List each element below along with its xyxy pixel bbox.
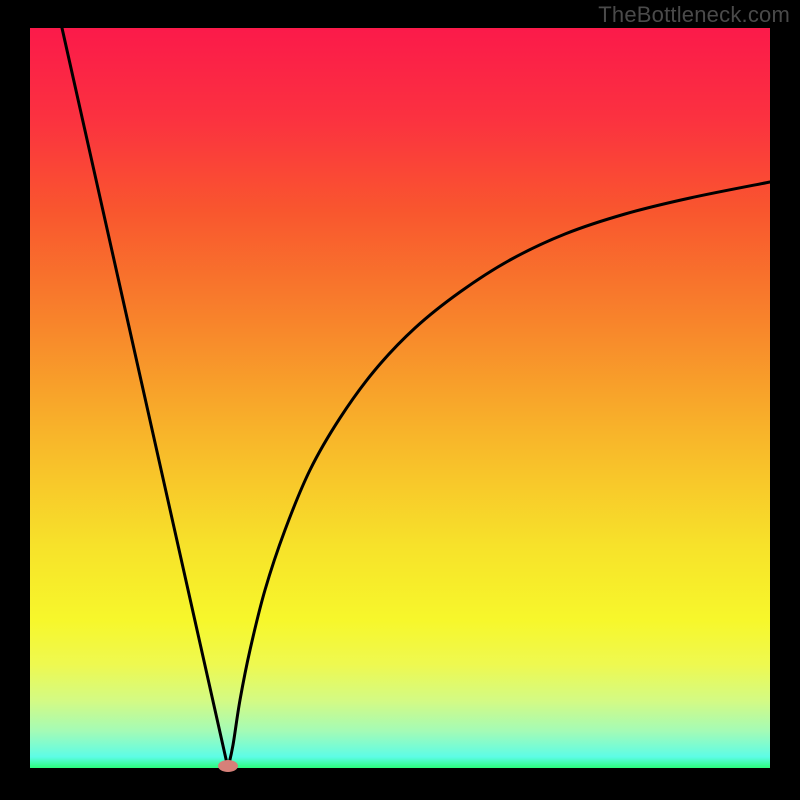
gradient-background	[30, 28, 770, 768]
watermark-text: TheBottleneck.com	[598, 2, 790, 28]
plot-svg	[0, 0, 800, 800]
chart-container: TheBottleneck.com	[0, 0, 800, 800]
minimum-marker	[218, 760, 238, 772]
